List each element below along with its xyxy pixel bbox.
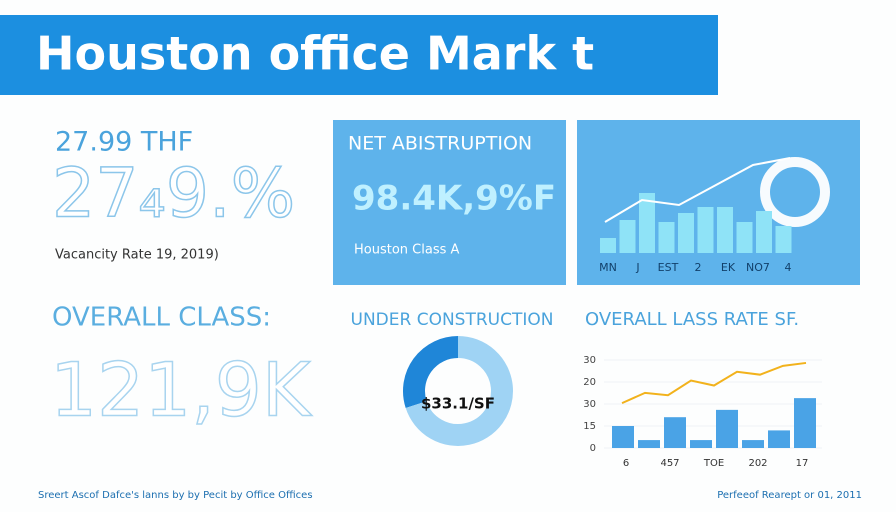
- x-tick-label: TOE: [703, 458, 724, 469]
- rate-bar: [664, 417, 686, 448]
- trend-label: EST: [658, 261, 679, 274]
- construction-donut: [403, 336, 513, 446]
- trend-bar: [678, 213, 694, 253]
- vacancy-value: 27₄9.%: [52, 155, 295, 234]
- construction-value: $33.1/SF: [421, 395, 495, 413]
- trend-bar: [619, 220, 636, 253]
- trend-bar: [717, 207, 733, 253]
- trend-bar: [736, 222, 753, 253]
- trend-bar: [658, 222, 675, 253]
- y-tick-label: 0: [590, 443, 596, 454]
- y-tick-label: 30: [583, 399, 596, 410]
- footer-right: Perfeeof Rearept or 01, 2011: [717, 490, 862, 501]
- y-tick-label: 30: [583, 355, 596, 366]
- x-tick-label: 6: [623, 458, 629, 469]
- trend-chart: MN J EST 2 EK NO7 4: [599, 157, 792, 274]
- trend-bar: [756, 211, 772, 253]
- overall-title: OVERALL CLASS:: [52, 303, 271, 333]
- rate-title: OVERALL LASS RATE SF.: [585, 309, 799, 330]
- trend-line: [604, 157, 791, 223]
- absorption-caption: Houston Class A: [354, 243, 459, 258]
- rate-bar: [638, 440, 660, 448]
- trend-label: 4: [785, 261, 792, 274]
- rate-bar: [716, 409, 738, 448]
- donut-segment: [403, 336, 459, 408]
- rate-bar: [742, 440, 764, 448]
- trend-donut: [760, 157, 830, 227]
- trend-label: NO7: [746, 261, 770, 274]
- y-tick-label: 15: [583, 421, 596, 432]
- vacancy-label: 27.99 THF: [55, 127, 193, 158]
- trend-label: MN: [599, 261, 617, 274]
- x-tick-label: 17: [796, 458, 809, 469]
- x-tick-label: 202: [748, 458, 767, 469]
- absorption-value: 98.4K,9%F: [352, 179, 556, 219]
- rate-line: [621, 361, 807, 405]
- overall-value: 121,9K: [50, 348, 313, 434]
- trend-card: [577, 120, 860, 285]
- trend-label: 2: [695, 261, 702, 274]
- trend-label: J: [635, 261, 639, 274]
- rate-bar: [768, 430, 790, 448]
- rate-chart: 0 15 30 20 30 6 457 TOE 202 17: [583, 355, 822, 469]
- rate-bar: [690, 440, 712, 448]
- trend-bar: [775, 226, 792, 253]
- absorption-title: NET ABISTRUPTION: [348, 133, 532, 155]
- vacancy-caption: Vacancity Rate 19, 2019): [55, 248, 219, 263]
- donut-segment: [405, 336, 513, 446]
- x-tick-label: 457: [660, 458, 679, 469]
- absorption-card: [333, 120, 566, 285]
- trend-bar: [600, 238, 616, 253]
- header-title: Houston office Mark t: [36, 27, 594, 81]
- trend-bar: [639, 193, 655, 253]
- rate-bar: [612, 426, 634, 448]
- trend-bar: [697, 207, 714, 253]
- trend-label: EK: [721, 261, 736, 274]
- header-bar: [0, 15, 718, 95]
- construction-title: UNDER CONSTRUCTION: [351, 310, 554, 330]
- footer-left: Sreert Ascof Dafce's lanns by by Pecit b…: [38, 490, 313, 501]
- rate-bar: [794, 398, 816, 448]
- y-tick-label: 20: [583, 377, 596, 388]
